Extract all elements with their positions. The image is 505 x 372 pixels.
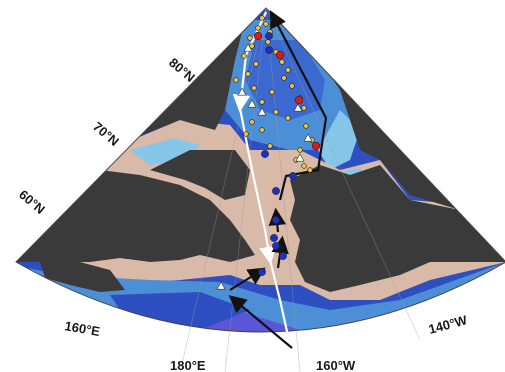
label-lat-70: 70°N	[90, 119, 122, 149]
station-blue-marker	[261, 150, 269, 158]
station-blue-marker	[272, 187, 280, 195]
station-small-marker	[307, 167, 313, 173]
station-blue-marker	[289, 172, 297, 180]
station-red-marker	[311, 141, 321, 151]
station-small-marker	[267, 143, 273, 149]
station-red-marker	[275, 50, 285, 60]
label-lat-60: 60°N	[16, 187, 48, 217]
station-small-marker	[241, 53, 247, 59]
station-small-marker	[279, 59, 285, 65]
station-small-marker	[247, 35, 253, 41]
station-group-triangle	[216, 43, 313, 290]
arctic-shallow-ring	[318, 110, 360, 170]
station-small-marker	[259, 127, 265, 133]
label-lat-80: 80°N	[166, 55, 198, 85]
station-small-marker	[303, 123, 309, 129]
station-small-marker	[255, 25, 261, 31]
station-triangle-marker	[303, 133, 313, 142]
track-black	[228, 10, 328, 349]
station-blue-marker	[265, 32, 273, 40]
station-small-marker	[251, 85, 257, 91]
station-small-marker	[249, 43, 255, 49]
station-small-marker	[249, 119, 255, 125]
station-small-marker	[289, 83, 295, 89]
label-lon-180: 180°E	[170, 358, 206, 372]
label-lon-140w: 140°W	[427, 312, 469, 337]
station-small-marker	[263, 21, 269, 27]
land-chukotka-coast	[150, 150, 250, 200]
station-red-marker	[253, 31, 263, 41]
station-small-marker	[243, 131, 249, 137]
station-blue-marker	[272, 242, 280, 250]
station-group-blue	[258, 32, 297, 276]
map-frame	[15, 7, 505, 333]
land-canada-island	[370, 75, 420, 120]
station-blue-marker	[279, 252, 287, 260]
station-triangle-marker	[243, 43, 253, 52]
station-red-marker	[294, 95, 304, 105]
station-blue-marker	[272, 216, 280, 224]
station-small-marker	[233, 77, 239, 83]
aleutian-islands	[140, 330, 302, 332]
station-blue-marker	[265, 46, 273, 54]
station-small-marker	[245, 71, 251, 77]
station-blue-marker	[270, 234, 278, 242]
land-kamchatka	[40, 262, 125, 292]
station-triangle-marker	[247, 99, 257, 108]
station-small-marker	[297, 147, 303, 153]
label-lon-160e: 160°E	[63, 318, 101, 339]
station-small-marker	[285, 67, 291, 73]
station-triangle-marker	[257, 107, 267, 116]
station-blue-marker	[258, 268, 266, 276]
station-small-marker	[265, 39, 271, 45]
station-small-marker	[301, 105, 307, 111]
station-small-marker	[301, 163, 307, 169]
station-small-marker	[281, 75, 287, 81]
station-small-marker	[285, 115, 291, 121]
station-small-marker	[273, 109, 279, 115]
station-small-marker	[253, 61, 259, 67]
station-small-marker	[259, 99, 265, 105]
station-triangle-marker	[216, 281, 226, 290]
label-lon-160w: 160°W	[316, 358, 356, 372]
station-triangle-marker	[293, 103, 303, 112]
station-small-marker	[259, 15, 265, 21]
land-alaska	[290, 165, 505, 292]
station-small-marker	[269, 89, 275, 95]
station-triangle-marker	[237, 87, 247, 96]
station-triangle-marker	[295, 153, 305, 162]
station-group-red	[253, 31, 321, 151]
